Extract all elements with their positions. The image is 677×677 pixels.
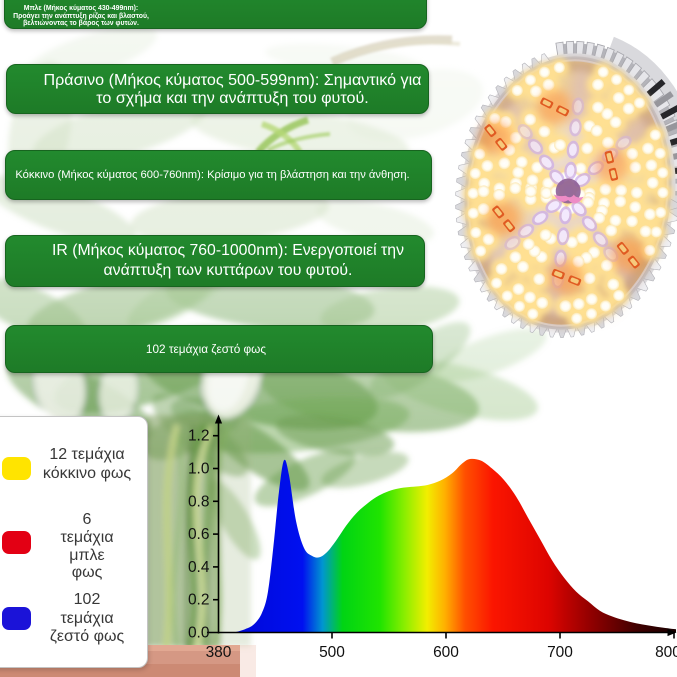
svg-text:1.0: 1.0 — [188, 461, 210, 478]
svg-text:0.8: 0.8 — [188, 493, 210, 510]
svg-text:700: 700 — [547, 644, 573, 661]
svg-text:0.6: 0.6 — [188, 526, 210, 543]
svg-text:500: 500 — [319, 644, 345, 661]
svg-text:0.2: 0.2 — [188, 592, 210, 609]
svg-text:0.4: 0.4 — [188, 559, 210, 576]
svg-text:0.0: 0.0 — [188, 625, 210, 642]
svg-text:800: 800 — [655, 644, 677, 661]
svg-text:1.2: 1.2 — [188, 428, 210, 445]
svg-text:380: 380 — [206, 644, 232, 661]
svg-text:600: 600 — [433, 644, 459, 661]
